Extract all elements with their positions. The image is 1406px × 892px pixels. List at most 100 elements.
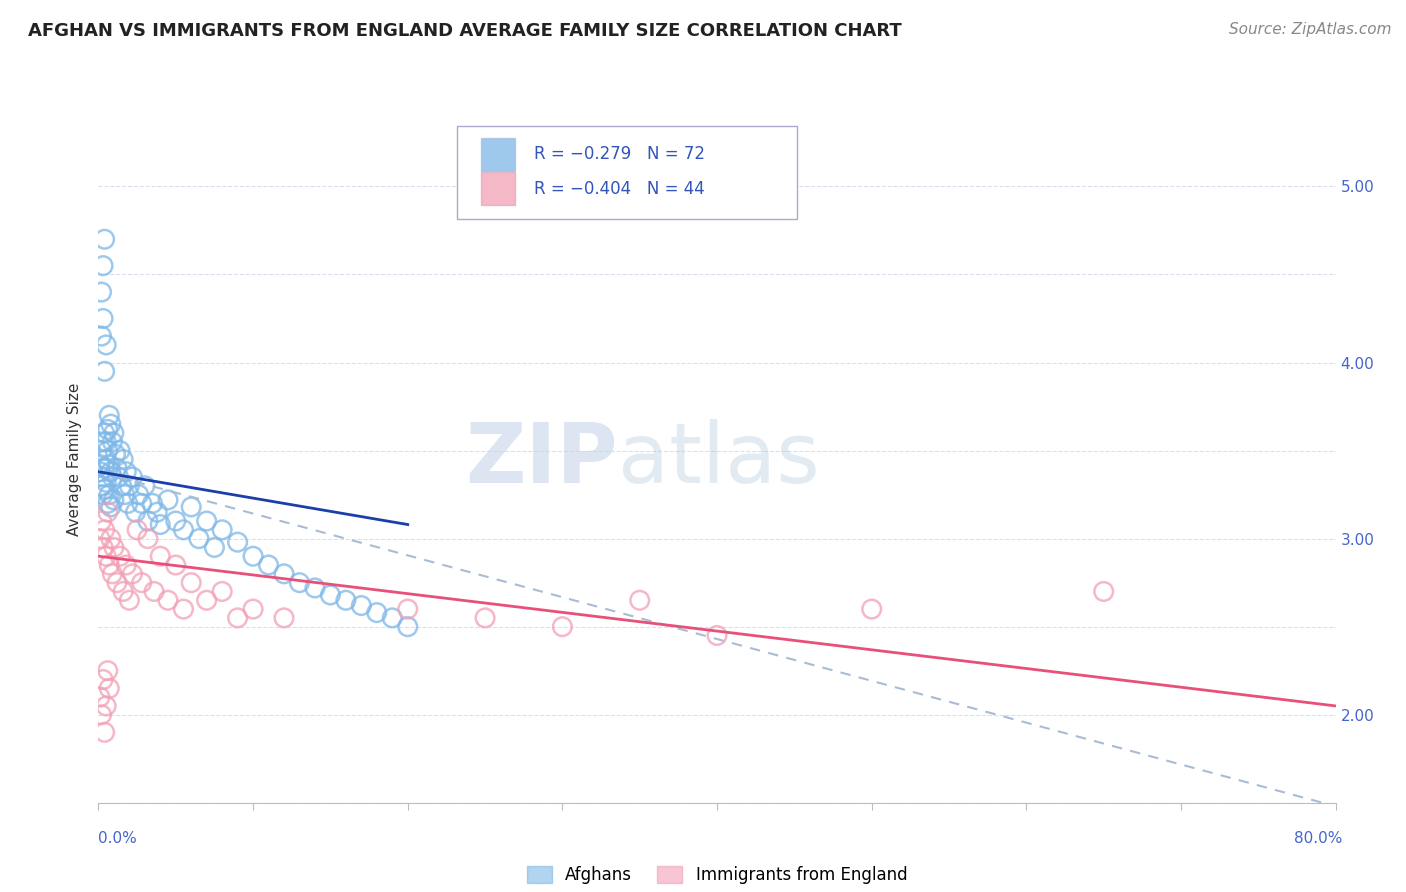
Point (195, 593, 218, 607)
Point (105, 461, 128, 475)
Point (97, 443, 120, 458)
Point (396, 602, 419, 616)
Point (114, 487, 136, 501)
Point (257, 558, 280, 572)
Point (91, 470, 114, 484)
Point (112, 584, 135, 599)
Point (134, 479, 156, 493)
Point (118, 593, 141, 607)
Text: atlas: atlas (619, 419, 820, 500)
Point (115, 558, 138, 572)
Point (131, 575, 153, 590)
Point (93, 425, 115, 440)
Point (149, 517, 172, 532)
Point (89, 458, 111, 472)
Legend: Afghans, Immigrants from England: Afghans, Immigrants from England (520, 859, 914, 890)
Bar (481, 172, 516, 205)
Text: 0.0%: 0.0% (98, 831, 138, 846)
Point (103, 541, 125, 555)
Text: AFGHAN VS IMMIGRANTS FROM ENGLAND AVERAGE FAMILY SIZE CORRELATION CHART: AFGHAN VS IMMIGRANTS FROM ENGLAND AVERAG… (28, 22, 901, 40)
Point (474, 611, 496, 625)
Point (100, 417, 122, 432)
Point (91, 487, 114, 501)
Point (98, 681, 121, 696)
Point (118, 479, 141, 493)
Point (90, 479, 112, 493)
Point (195, 514, 218, 528)
Point (242, 549, 264, 564)
Point (173, 523, 195, 537)
Point (149, 549, 172, 564)
Point (90, 514, 112, 528)
Point (97, 496, 120, 510)
Text: R = −0.404   N = 44: R = −0.404 N = 44 (534, 180, 704, 198)
Point (93, 483, 115, 497)
Point (165, 514, 187, 528)
Point (89, 690, 111, 705)
Point (91, 434, 114, 449)
Point (146, 505, 169, 519)
Point (103, 492, 125, 507)
Point (98, 558, 121, 572)
Point (381, 611, 404, 625)
Point (366, 606, 388, 620)
Point (124, 505, 146, 519)
Point (1092, 584, 1115, 599)
Point (97, 505, 120, 519)
Point (101, 434, 124, 449)
Point (180, 500, 202, 514)
Point (117, 496, 139, 510)
Y-axis label: Average Family Size: Average Family Size (67, 383, 83, 536)
Point (121, 566, 143, 581)
Point (100, 500, 122, 514)
Point (127, 523, 149, 537)
Point (108, 443, 131, 458)
Point (101, 566, 124, 581)
Point (91, 673, 114, 687)
Point (93, 523, 115, 537)
Point (273, 566, 295, 581)
Point (165, 558, 187, 572)
Point (288, 575, 311, 590)
Point (97, 664, 120, 678)
Point (131, 496, 153, 510)
Point (100, 465, 122, 479)
Point (89, 532, 111, 546)
Point (121, 470, 143, 484)
Point (136, 514, 159, 528)
Point (98, 409, 121, 423)
Point (273, 611, 295, 625)
Point (396, 620, 419, 634)
Point (242, 602, 264, 616)
Point (90, 329, 112, 343)
Point (98, 487, 121, 501)
Point (226, 535, 249, 549)
Point (103, 425, 125, 440)
Point (101, 470, 124, 484)
Text: 80.0%: 80.0% (1295, 831, 1343, 846)
Point (551, 620, 574, 634)
Point (128, 487, 150, 501)
Point (107, 470, 129, 484)
Point (96, 452, 118, 467)
Point (335, 593, 357, 607)
Point (350, 599, 373, 613)
Point (157, 492, 180, 507)
Point (706, 628, 728, 642)
Point (100, 532, 122, 546)
Point (93, 364, 115, 378)
Point (98, 458, 121, 472)
Text: ZIP: ZIP (465, 419, 619, 500)
Point (90, 285, 112, 299)
Point (211, 523, 233, 537)
Point (105, 575, 128, 590)
Point (204, 541, 226, 555)
Point (108, 549, 131, 564)
Point (143, 584, 166, 599)
Point (91, 311, 114, 326)
Text: Source: ZipAtlas.com: Source: ZipAtlas.com (1229, 22, 1392, 37)
Point (96, 698, 118, 713)
Point (96, 549, 118, 564)
Point (96, 475, 118, 490)
Point (89, 465, 111, 479)
